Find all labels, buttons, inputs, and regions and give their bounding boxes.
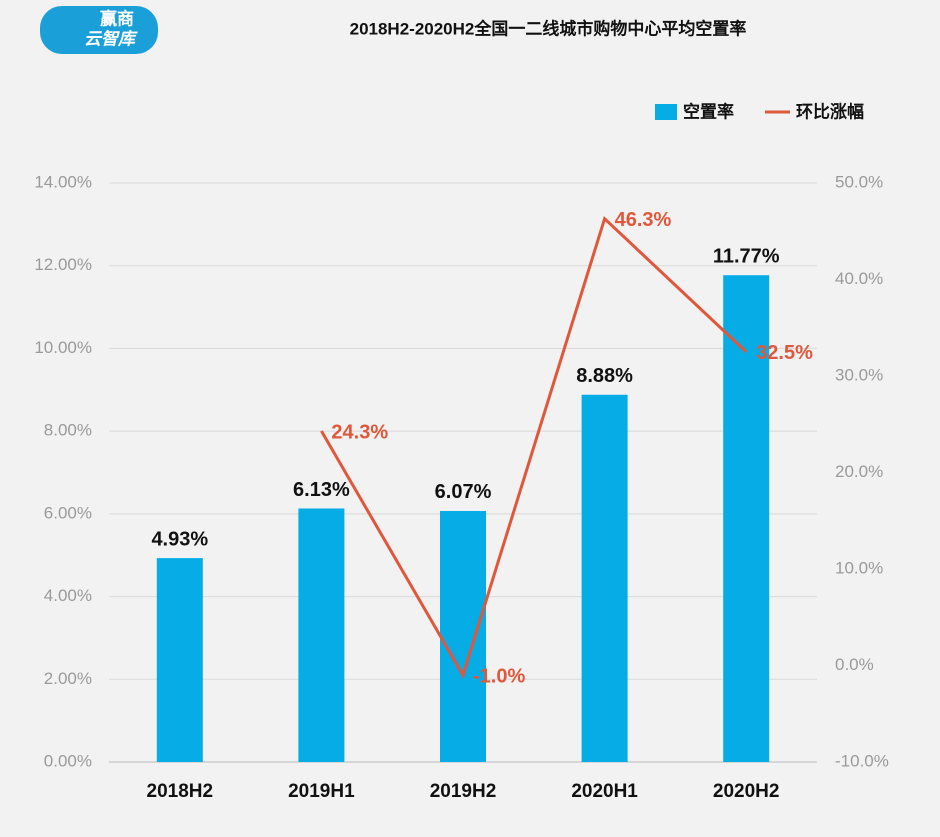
- y2-tick-label: -10.0%: [835, 751, 889, 770]
- y-tick-label: 0.00%: [44, 751, 92, 770]
- bar: [440, 510, 486, 762]
- x-tick-label: 2020H1: [571, 781, 638, 802]
- value-label: 24.3%: [331, 421, 388, 443]
- line: [320, 215, 748, 679]
- x-tick-label: 2018H2: [147, 781, 214, 802]
- y-tick-label: 14.00%: [34, 172, 92, 191]
- y-tick-label: 2.00%: [44, 669, 92, 688]
- y-tick-label: 6.00%: [44, 503, 92, 522]
- value-label: 8.88%: [576, 365, 633, 387]
- y2-tick-label: 20.0%: [835, 462, 883, 481]
- bar: [723, 275, 770, 762]
- y-tick-label: 12.00%: [34, 255, 92, 274]
- legend: 空置率 环比涨幅: [655, 101, 864, 121]
- legend-label: 空置率: [683, 101, 734, 121]
- value-label: 6.07%: [435, 481, 492, 503]
- legend-swatch: [655, 104, 677, 120]
- y-tick-label: 4.00%: [44, 586, 92, 605]
- y2-tick-label: 40.0%: [835, 269, 883, 288]
- y2-tick-label: 50.0%: [835, 172, 883, 191]
- y-tick-label: 10.00%: [34, 338, 92, 357]
- x-tick-label: 2019H2: [430, 781, 497, 802]
- x-tick-label: 2020H2: [713, 781, 780, 802]
- value-label: 46.3%: [615, 209, 672, 231]
- chart-title: 2018H2-2020H2全国一二线城市购物中心平均空置率: [350, 18, 747, 38]
- value-label: 6.13%: [293, 479, 350, 501]
- y2-tick-label: 30.0%: [835, 365, 883, 384]
- logo-cloud: [40, 6, 158, 54]
- value-label: 32.5%: [756, 342, 813, 364]
- logo: 赢商 云智库: [40, 6, 158, 54]
- y2-tick-label: 10.0%: [835, 558, 883, 577]
- logo-text: 云智库: [84, 29, 138, 48]
- x-tick-label: 2019H1: [288, 781, 355, 802]
- bar: [581, 394, 628, 762]
- value-label: 4.93%: [151, 528, 208, 550]
- y2-tick-label: 0.0%: [835, 655, 874, 674]
- value-label: -1.0%: [473, 665, 525, 687]
- value-label: 11.77%: [713, 246, 780, 268]
- logo-text: 赢商: [100, 8, 134, 28]
- bar: [156, 558, 203, 762]
- y-tick-label: 8.00%: [44, 421, 92, 440]
- legend-label: 环比涨幅: [796, 101, 864, 121]
- bar: [298, 508, 345, 762]
